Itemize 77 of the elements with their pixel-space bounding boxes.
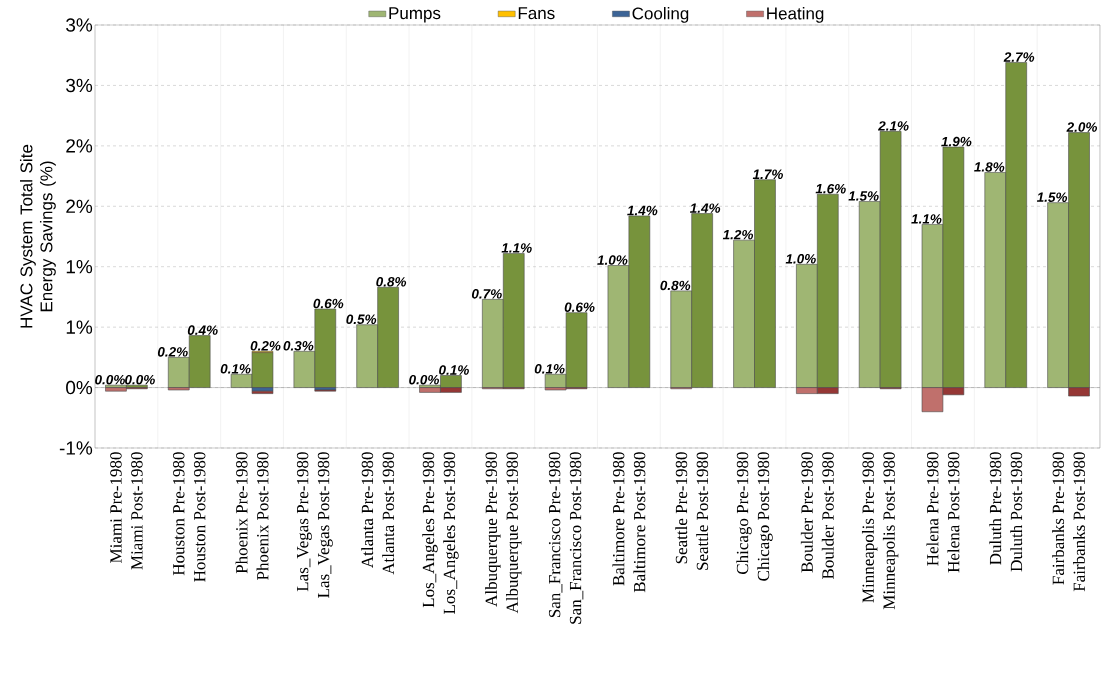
total-label: 2.7% (1003, 52, 1035, 62)
x-tick-label: Baltimore Pre-1980 (612, 452, 625, 586)
y-tick-label: 0% (66, 380, 93, 395)
x-tick-label: Chicago Post-1980 (757, 452, 773, 581)
total-label: 1.0% (597, 255, 628, 265)
total-label: 0.7% (471, 289, 502, 299)
legend-label: Fans (518, 7, 555, 20)
y-tick-label: 2% (66, 199, 93, 213)
x-tick-label: Duluth Post-1980 (1010, 452, 1023, 572)
total-label: 1.5% (1036, 192, 1068, 202)
x-tick-label: Boulder Post-1980 (821, 452, 834, 580)
y-tick-label: 1% (66, 320, 93, 334)
legend-label: Pumps (389, 7, 441, 23)
legend-label: Heating (767, 6, 824, 23)
total-label: 1.1% (911, 214, 942, 224)
total-label: 0.8% (660, 280, 691, 291)
total-label: 1.1% (501, 243, 532, 253)
x-tick-label: Los_Angeles Pre-1980 (422, 452, 438, 608)
x-tick-label: Miami Post-1980 (131, 452, 143, 570)
x-tick-label: Minneapolis Post-1980 (882, 452, 899, 610)
total-label: 0.1% (534, 364, 565, 374)
total-label: 1.4% (627, 205, 658, 216)
x-tick-label: Helena Post-1980 (947, 452, 960, 573)
total-label: 2.1% (878, 121, 909, 131)
x-tick-label: Atlanta Pre-1980 (361, 452, 374, 568)
total-label: 1.7% (752, 169, 783, 179)
total-label: 0.5% (346, 314, 377, 325)
total-label: 1.2% (722, 229, 754, 240)
y-tick-label: 3% (66, 18, 93, 32)
x-tick-label: San_Francisco Post-1980 (569, 452, 584, 624)
total-label: 0.4% (187, 325, 218, 335)
total-label: 0.1% (439, 365, 469, 375)
total-label: 0.8% (376, 277, 407, 287)
x-tick-label: Albuquerque Post-1980 (506, 452, 522, 614)
x-tick-label: Las_Vegas Post-1980 (317, 452, 333, 598)
y-tick-label: 2% (66, 139, 93, 153)
x-tick-label: Helena Pre-1980 (926, 452, 939, 566)
x-tick-label: Minneapolis Pre-1980 (861, 452, 878, 603)
x-tick-label: Baltimore Post-1980 (633, 452, 646, 593)
y-axis-title: HVAC System Total Site Energy Savings (%) (19, 144, 56, 328)
x-tick-label: Duluth Pre-1980 (989, 452, 1002, 565)
total-label: 1.0% (785, 254, 816, 264)
total-label: 1.5% (848, 191, 879, 201)
y-tick-label: -1% (59, 441, 93, 455)
x-tick-label: Phoenix Pre-1980 (235, 452, 248, 574)
x-tick-label: Houston Post-1980 (193, 452, 206, 582)
y-tick-label: 3% (66, 78, 93, 93)
total-label: 1.6% (815, 183, 846, 194)
x-tick-label: Chicago Pre-1980 (736, 452, 752, 575)
y-tick-label: 1% (66, 260, 93, 274)
legend-label: Cooling (632, 6, 689, 23)
x-tick-label: Boulder Pre-1980 (800, 452, 813, 573)
x-tick-label: Phoenix Post-1980 (256, 452, 269, 580)
total-label: 0.0% (409, 374, 440, 385)
total-label: 1.9% (941, 136, 972, 147)
total-label: 0.0% (125, 374, 155, 385)
total-label: 0.0% (95, 374, 125, 385)
total-label: 0.6% (313, 298, 344, 309)
x-tick-label: Fairbanks Pre-1980 (1052, 452, 1065, 585)
total-label: 1.4% (690, 203, 721, 213)
x-tick-label: Seattle Post-1980 (696, 452, 709, 570)
total-label: 0.3% (283, 341, 314, 351)
x-tick-label: Atlanta Post-1980 (382, 452, 395, 575)
x-tick-label: Los_Angeles Post-1980 (443, 452, 459, 614)
total-label: 0.1% (220, 364, 251, 374)
total-label: 0.2% (157, 347, 188, 357)
x-tick-label: Fairbanks Post-1980 (1073, 452, 1086, 592)
total-label: 1.8% (974, 162, 1005, 172)
x-tick-label: Houston Pre-1980 (173, 452, 185, 576)
x-tick-label: Las_Vegas Pre-1980 (296, 452, 312, 592)
total-label: 0.2% (250, 341, 281, 351)
x-tick-label: Seattle Pre-1980 (675, 452, 688, 564)
total-label: 0.6% (564, 302, 595, 312)
x-tick-label: San_Francisco Pre-1980 (548, 452, 563, 618)
x-tick-label: Albuquerque Pre-1980 (485, 452, 501, 607)
x-tick-label: Miami Pre-1980 (110, 452, 122, 563)
total-label: 2.0% (1066, 122, 1098, 132)
